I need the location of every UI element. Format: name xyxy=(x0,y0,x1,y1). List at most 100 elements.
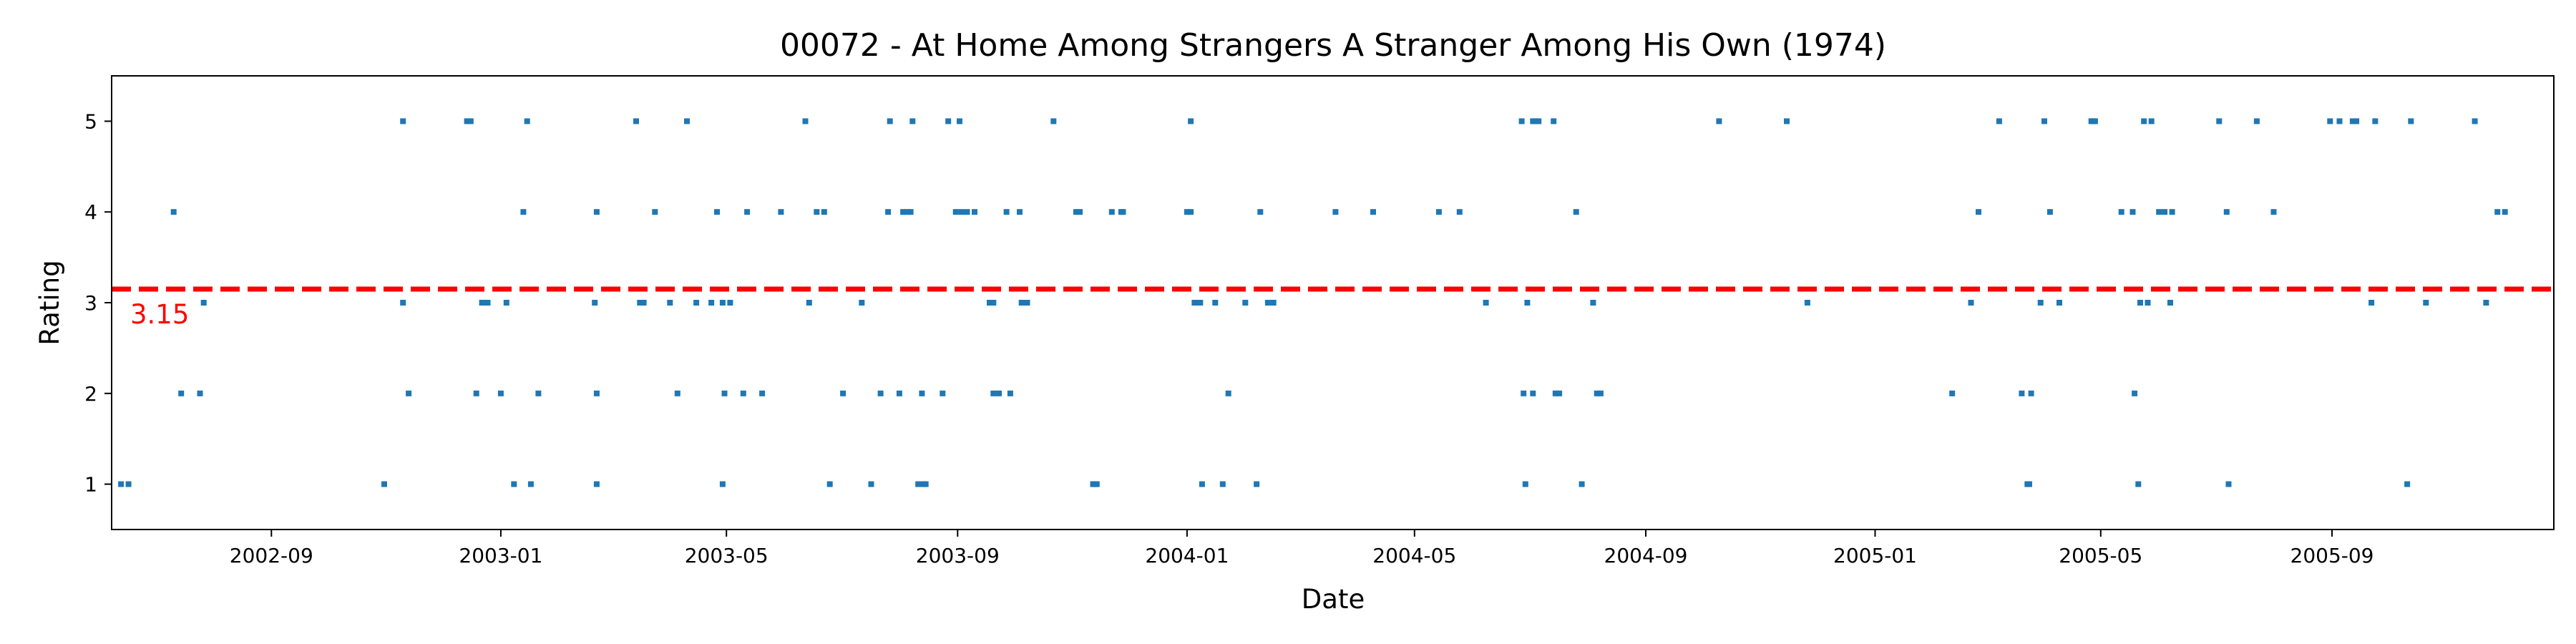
data-point xyxy=(1188,209,1194,215)
data-point xyxy=(125,481,132,487)
data-point xyxy=(2253,118,2260,125)
data-point xyxy=(2423,300,2429,306)
y-tick-label: 4 xyxy=(84,200,97,224)
data-point xyxy=(972,209,977,215)
data-point xyxy=(693,300,700,306)
data-point xyxy=(806,300,812,306)
data-point xyxy=(909,118,916,125)
data-point xyxy=(1017,209,1023,215)
data-point xyxy=(593,209,600,215)
x-tick-label: 2005-05 xyxy=(2059,544,2142,567)
y-tick-label: 5 xyxy=(84,109,97,133)
data-point xyxy=(778,209,784,215)
data-point xyxy=(527,481,534,487)
data-point xyxy=(922,481,929,487)
data-point xyxy=(520,209,527,215)
data-point xyxy=(2225,481,2232,487)
data-point xyxy=(714,209,720,215)
data-point xyxy=(2037,300,2044,306)
data-point xyxy=(640,300,647,306)
data-point xyxy=(2169,209,2175,215)
data-point xyxy=(381,481,387,487)
data-point xyxy=(2135,481,2142,487)
data-point xyxy=(964,209,970,215)
data-point xyxy=(2483,300,2489,306)
data-point xyxy=(400,118,406,125)
data-point xyxy=(744,209,751,215)
data-point xyxy=(859,300,865,306)
data-point xyxy=(719,481,726,487)
data-point xyxy=(826,481,833,487)
data-point xyxy=(1270,300,1277,306)
data-point xyxy=(721,390,728,396)
y-tick-label: 2 xyxy=(84,382,97,406)
data-point xyxy=(2041,118,2047,125)
data-point xyxy=(2118,209,2124,215)
data-point xyxy=(1522,481,1528,487)
y-tick-label: 1 xyxy=(84,473,97,497)
x-tick-label: 2004-01 xyxy=(1145,544,1229,567)
data-point xyxy=(1996,118,2002,125)
data-point xyxy=(118,481,125,487)
data-point xyxy=(1518,118,1525,125)
data-point xyxy=(1332,209,1339,215)
data-point xyxy=(919,390,925,396)
data-point xyxy=(996,390,1002,396)
data-point xyxy=(1530,390,1536,396)
data-point xyxy=(464,118,470,125)
data-point xyxy=(2092,118,2098,125)
data-point xyxy=(1536,118,1542,125)
data-point xyxy=(1024,300,1030,306)
data-point xyxy=(1556,390,1563,396)
data-point xyxy=(1521,390,1527,396)
data-point xyxy=(1435,209,1442,215)
data-point xyxy=(503,300,509,306)
data-point xyxy=(907,209,914,215)
data-point xyxy=(1968,300,1974,306)
x-axis-label: Date xyxy=(1302,584,1365,615)
data-point xyxy=(484,300,491,306)
data-point xyxy=(1264,300,1271,306)
data-point xyxy=(900,209,907,215)
data-point xyxy=(990,300,997,306)
data-point xyxy=(2137,300,2143,306)
data-point xyxy=(1077,209,1083,215)
data-point xyxy=(2156,209,2162,215)
x-tick-label: 2003-01 xyxy=(459,544,542,567)
data-point xyxy=(2216,118,2223,125)
data-point xyxy=(2026,481,2032,487)
data-point xyxy=(2145,300,2151,306)
data-point xyxy=(400,300,406,306)
data-point xyxy=(1551,118,1557,125)
plot-area xyxy=(118,118,2508,487)
data-point xyxy=(896,390,902,396)
data-point xyxy=(1784,118,1790,125)
data-point xyxy=(1225,390,1231,396)
data-point xyxy=(1597,390,1604,396)
data-point xyxy=(802,118,809,125)
data-point xyxy=(479,300,485,306)
data-point xyxy=(2129,209,2136,215)
data-point xyxy=(497,390,504,396)
data-point xyxy=(1254,481,1260,487)
data-point xyxy=(1199,481,1205,487)
data-point xyxy=(945,118,952,125)
data-point xyxy=(1120,209,1126,215)
data-point xyxy=(1531,118,1538,125)
data-point xyxy=(2019,390,2025,396)
data-point xyxy=(2353,118,2360,125)
data-point xyxy=(877,390,884,396)
data-point xyxy=(1804,300,1810,306)
data-point xyxy=(535,390,542,396)
data-point xyxy=(1212,300,1219,306)
data-point xyxy=(2502,209,2508,215)
data-point xyxy=(2046,209,2053,215)
data-point xyxy=(633,118,639,125)
data-point xyxy=(1073,209,1079,215)
y-axis-label: Rating xyxy=(34,260,65,345)
data-point xyxy=(667,300,673,306)
data-point xyxy=(740,390,746,396)
data-point xyxy=(674,390,680,396)
data-point xyxy=(467,118,474,125)
data-point xyxy=(1579,481,1585,487)
